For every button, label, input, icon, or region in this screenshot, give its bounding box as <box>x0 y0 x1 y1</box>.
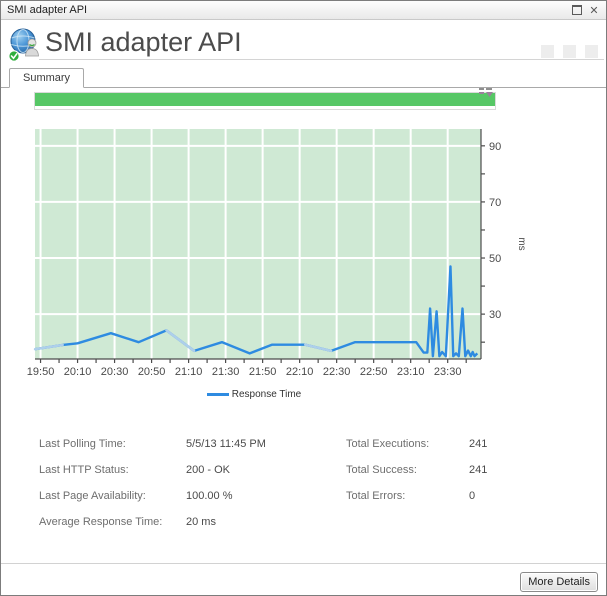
toolbar-placeholder <box>541 45 554 58</box>
stat-value: 5/5/13 11:45 PM <box>186 438 266 450</box>
series-line-light-segment <box>33 343 64 351</box>
stat-label: Last Polling Time: <box>39 438 126 450</box>
availability-grip-icon[interactable] <box>478 87 494 103</box>
stat-value: 200 - OK <box>186 464 231 476</box>
globe-status-icon <box>8 28 39 62</box>
y-axis-unit-label: ms <box>516 237 527 250</box>
stat-value: 0 <box>469 490 476 502</box>
stat-value: 100.00 % <box>186 490 233 502</box>
series-line-light-segment <box>165 329 196 353</box>
toolbar-placeholder <box>563 45 576 58</box>
stat-label: Total Success: <box>346 464 417 476</box>
y-axis-tick-label: 30 <box>489 309 501 321</box>
x-axis-tick-label: 22:10 <box>286 366 314 378</box>
tab-summary[interactable]: Summary <box>9 68 85 88</box>
close-button[interactable]: ✕ <box>589 4 599 17</box>
y-axis-tick-label: 90 <box>489 141 501 153</box>
x-axis-tick-label: 19:50 <box>27 366 54 378</box>
x-axis-tick-label: 23:30 <box>434 366 462 378</box>
x-axis-tick-label: 21:30 <box>212 366 240 378</box>
x-axis-tick-label: 20:30 <box>101 366 129 378</box>
stats-panel: Last Polling Time: 5/5/13 11:45 PM Last … <box>1 431 606 551</box>
window-title: SMI adapter API <box>7 4 88 16</box>
y-axis-tick-label: 50 <box>489 253 501 265</box>
stat-value: 241 <box>469 438 488 450</box>
stat-value: 241 <box>469 464 488 476</box>
tab-bar: Summary <box>1 68 606 88</box>
maximize-button[interactable] <box>570 3 584 17</box>
x-axis-tick-label: 22:50 <box>360 366 388 378</box>
footer-divider <box>1 563 606 564</box>
x-axis-tick-label: 21:50 <box>249 366 277 378</box>
header-divider <box>39 59 604 60</box>
title-bar: SMI adapter API ✕ <box>1 1 606 20</box>
x-axis-tick-label: 21:10 <box>175 366 203 378</box>
availability-timeline-bar[interactable] <box>34 88 496 110</box>
stat-label: Total Executions: <box>346 438 430 450</box>
x-axis-tick-label: 20:50 <box>138 366 166 378</box>
page-title: SMI adapter API <box>45 27 242 57</box>
toolbar-placeholders <box>541 45 598 58</box>
legend-line-swatch <box>206 393 229 396</box>
series-line-light-segment <box>303 343 333 353</box>
y-axis-tick-label: 70 <box>489 197 501 209</box>
chart-legend: Response Time <box>27 389 481 400</box>
more-details-button[interactable]: More Details <box>520 572 598 592</box>
plot-area[interactable] <box>35 129 481 359</box>
response-time-chart[interactable]: 19:50 20:10 20:30 20:50 21:10 21:30 21:50 22:10… <box>27 123 602 391</box>
availability-fill <box>35 93 495 106</box>
x-axis-tick-label: 20:10 <box>64 366 92 378</box>
x-axis-tick-label: 23:10 <box>397 366 425 378</box>
x-axis-tick-label: 22:30 <box>323 366 351 378</box>
toolbar-placeholder <box>585 45 598 58</box>
maximize-icon <box>572 5 582 15</box>
stat-label: Last Page Availability: <box>39 490 146 502</box>
stat-label: Average Response Time: <box>39 516 163 528</box>
legend-label: Response Time <box>231 389 302 400</box>
stat-label: Last HTTP Status: <box>39 464 129 476</box>
stat-value: 20 ms <box>186 516 216 528</box>
stat-label: Total Errors: <box>346 490 406 502</box>
